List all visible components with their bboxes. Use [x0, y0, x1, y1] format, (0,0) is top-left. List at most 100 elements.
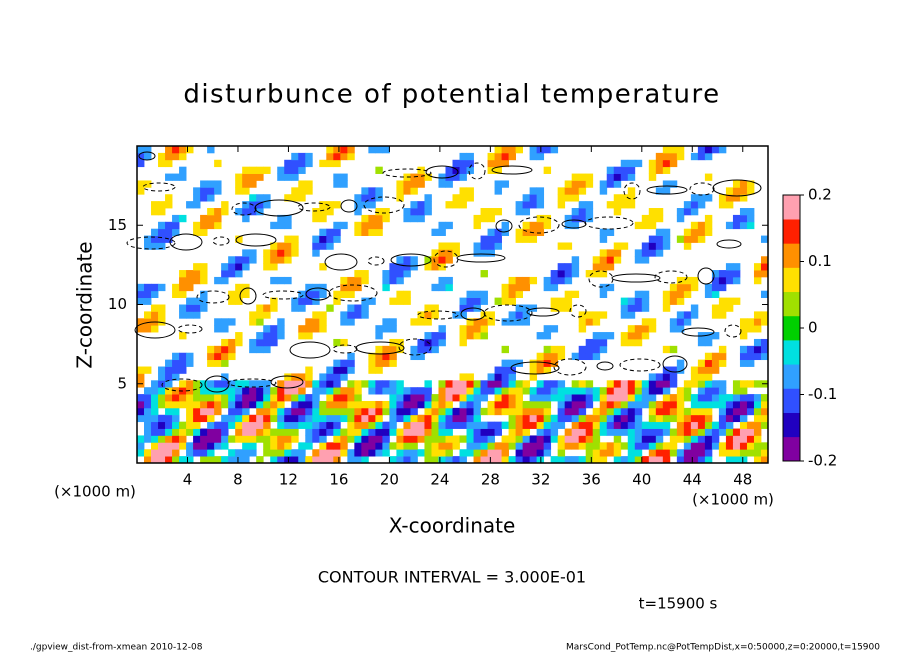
field-cell — [620, 201, 629, 209]
field-cell — [732, 380, 741, 388]
field-cell — [655, 435, 664, 443]
field-cell — [711, 304, 720, 312]
field-cell — [389, 276, 397, 285]
field-cell — [221, 380, 229, 388]
field-cell — [396, 276, 404, 285]
field-cell — [746, 208, 755, 216]
contour-line — [324, 253, 358, 271]
field-cell — [242, 201, 250, 209]
field-cell — [382, 283, 390, 292]
field-cell — [424, 428, 432, 436]
field-cell — [137, 407, 145, 416]
field-cell — [396, 407, 404, 416]
field-cell — [557, 304, 566, 312]
field-cell — [410, 256, 418, 264]
field-cell — [305, 152, 313, 161]
field-cell — [263, 201, 271, 209]
field-cell — [340, 449, 348, 457]
field-cell — [578, 325, 587, 333]
field-cell — [487, 428, 495, 436]
field-cell — [620, 304, 629, 312]
field-cell — [585, 428, 594, 436]
field-cell — [627, 325, 636, 333]
field-cell — [438, 221, 446, 230]
field-cell — [438, 228, 446, 236]
field-cell — [487, 242, 495, 250]
field-cell — [235, 428, 243, 436]
field-cell — [627, 311, 636, 319]
field-cell — [480, 214, 488, 223]
field-cell — [396, 187, 404, 195]
field-cell — [690, 194, 699, 202]
field-cell — [753, 435, 762, 443]
field-cell — [375, 345, 383, 354]
field-cell — [361, 270, 369, 278]
field-cell — [501, 387, 509, 395]
field-cell — [179, 270, 187, 278]
field-cell — [487, 311, 495, 319]
field-cell — [242, 180, 250, 188]
field-cell — [578, 387, 587, 395]
field-cell — [746, 214, 755, 223]
field-cell — [375, 400, 383, 409]
field-cell — [256, 428, 264, 436]
contour-line — [654, 270, 688, 284]
field-cell — [354, 194, 362, 202]
field-cell — [480, 380, 488, 388]
field-cell — [305, 442, 313, 450]
field-cell — [284, 214, 292, 223]
field-cell — [270, 428, 278, 436]
contour-line — [235, 233, 277, 247]
field-cell — [697, 414, 706, 423]
field-cell — [431, 456, 439, 464]
field-cell — [221, 394, 229, 402]
field-cell — [746, 407, 755, 416]
field-cell — [501, 318, 509, 326]
y-tick-label: 10 — [108, 295, 127, 313]
field-cell — [312, 297, 320, 305]
field-cell — [690, 394, 699, 402]
field-cell — [683, 311, 692, 319]
field-cell — [704, 428, 713, 436]
field-cell — [333, 442, 341, 450]
field-cell — [347, 283, 355, 292]
time-label: t=15900 s — [639, 595, 718, 613]
field-cell — [214, 380, 222, 388]
field-cell — [557, 407, 566, 416]
field-cell — [277, 400, 285, 409]
field-cell — [249, 449, 257, 457]
field-cell — [144, 180, 152, 188]
field-cell — [389, 456, 397, 464]
field-cell — [221, 201, 229, 209]
field-cell — [550, 304, 559, 312]
field-cell — [606, 166, 615, 174]
field-cell — [536, 359, 545, 367]
field-cell — [179, 387, 187, 395]
field-cell — [214, 387, 222, 395]
field-cell — [585, 201, 594, 209]
field-cell — [662, 180, 671, 188]
field-cell — [732, 214, 741, 223]
field-cell — [137, 159, 145, 168]
field-cell — [417, 318, 425, 326]
field-cell — [508, 456, 516, 464]
y-tick-label: 15 — [108, 216, 127, 234]
contour-line — [553, 358, 587, 376]
field-cell — [515, 421, 524, 429]
field-cell — [396, 338, 404, 347]
field-cell — [340, 152, 348, 161]
field-cell — [459, 373, 467, 381]
field-cell — [676, 359, 685, 367]
field-cell — [256, 345, 264, 354]
field-cell — [732, 387, 741, 395]
field-cell — [333, 159, 341, 168]
contour-line — [262, 290, 304, 300]
field-cell — [431, 332, 439, 340]
contour-line — [596, 361, 614, 371]
field-cell — [669, 290, 678, 299]
field-cell — [277, 435, 285, 443]
field-cell — [592, 387, 601, 395]
field-cell — [228, 414, 236, 423]
field-cell — [312, 435, 320, 443]
field-cell — [291, 173, 299, 181]
